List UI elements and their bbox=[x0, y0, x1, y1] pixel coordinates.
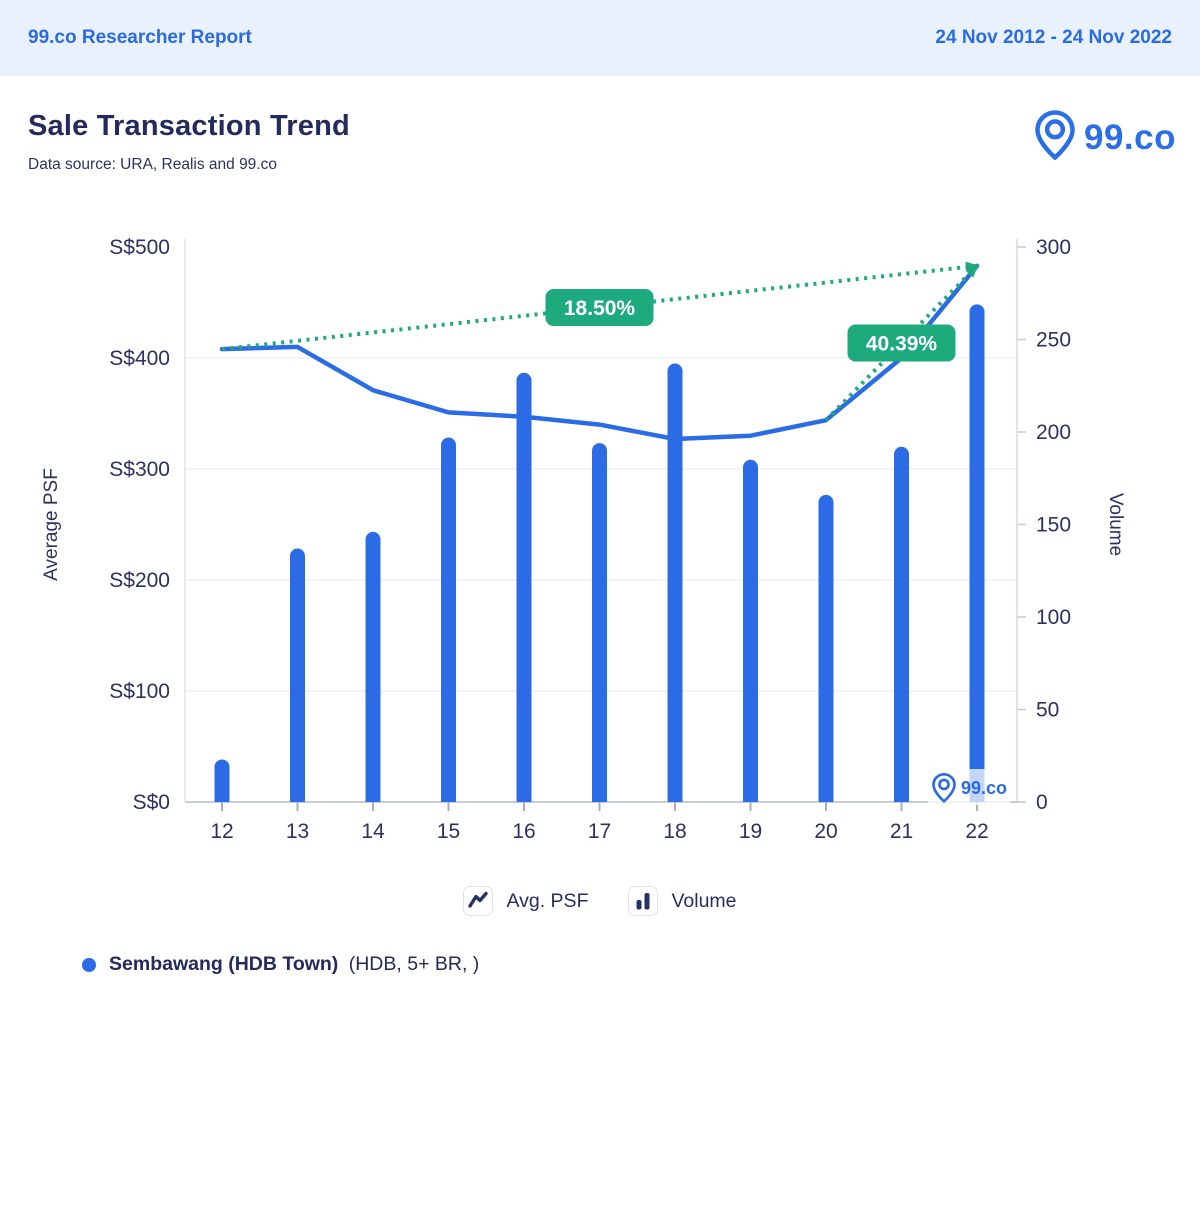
svg-text:16: 16 bbox=[512, 820, 535, 843]
svg-text:17: 17 bbox=[588, 820, 611, 843]
map-pin-icon bbox=[1035, 110, 1075, 165]
volume-bars bbox=[214, 304, 985, 802]
svg-text:S$300: S$300 bbox=[109, 458, 170, 481]
svg-text:250: 250 bbox=[1036, 329, 1071, 352]
chart-watermark: 99.co bbox=[926, 769, 1012, 805]
svg-text:300: 300 bbox=[1036, 236, 1071, 259]
svg-text:19: 19 bbox=[739, 820, 762, 843]
svg-text:40.39%: 40.39% bbox=[866, 333, 938, 356]
series-label: Sembawang (HDB Town) (HDB, 5+ BR, ) bbox=[109, 953, 479, 976]
svg-text:S$400: S$400 bbox=[109, 347, 170, 370]
legend-item-avg-psf[interactable]: Avg. PSF bbox=[463, 886, 588, 916]
chart-legend: Avg. PSF Volume bbox=[0, 886, 1200, 916]
svg-text:18: 18 bbox=[663, 820, 686, 843]
legend-item-volume[interactable]: Volume bbox=[628, 886, 737, 916]
svg-text:12: 12 bbox=[210, 820, 233, 843]
legend-label-volume: Volume bbox=[671, 889, 737, 912]
svg-text:S$200: S$200 bbox=[109, 569, 170, 592]
brand-logo-text: 99.co bbox=[1084, 117, 1176, 157]
series-name: Sembawang (HDB Town) bbox=[109, 953, 339, 975]
svg-text:Average PSF: Average PSF bbox=[41, 468, 62, 581]
svg-text:150: 150 bbox=[1036, 514, 1071, 537]
line-chart-icon bbox=[463, 886, 494, 916]
svg-text:S$500: S$500 bbox=[109, 236, 170, 259]
svg-text:15: 15 bbox=[437, 820, 460, 843]
svg-text:S$100: S$100 bbox=[109, 680, 170, 703]
series-legend-row: Sembawang (HDB Town) (HDB, 5+ BR, ) bbox=[82, 953, 479, 976]
svg-text:S$0: S$0 bbox=[133, 791, 170, 814]
svg-text:13: 13 bbox=[286, 820, 309, 843]
svg-text:100: 100 bbox=[1036, 606, 1071, 629]
page-title: Sale Transaction Trend bbox=[28, 110, 350, 142]
avg-psf-line bbox=[219, 263, 980, 442]
svg-text:50: 50 bbox=[1036, 699, 1059, 722]
chart-axes: S$0 S$100 S$200 S$300 S$400 S$500 0 50 100 150 200… bbox=[41, 236, 1126, 843]
series-dot-icon bbox=[82, 957, 96, 972]
svg-text:0: 0 bbox=[1036, 791, 1048, 814]
svg-text:21: 21 bbox=[890, 820, 913, 843]
report-header: 99.co Researcher Report 24 Nov 2012 - 24… bbox=[0, 0, 1200, 76]
svg-text:Volume: Volume bbox=[1105, 493, 1126, 556]
page-subtitle: Data source: URA, Realis and 99.co bbox=[28, 156, 277, 173]
header-date-range: 24 Nov 2012 - 24 Nov 2022 bbox=[935, 27, 1172, 48]
trend-annotations: 18.50% 40.39% bbox=[221, 261, 979, 422]
svg-text:18.50%: 18.50% bbox=[564, 297, 636, 320]
svg-text:200: 200 bbox=[1036, 421, 1071, 444]
svg-text:20: 20 bbox=[814, 820, 837, 843]
svg-text:99.co: 99.co bbox=[961, 778, 1007, 798]
svg-text:22: 22 bbox=[965, 820, 988, 843]
legend-label-avg-psf: Avg. PSF bbox=[506, 889, 589, 912]
series-filter-note: (HDB, 5+ BR, ) bbox=[348, 953, 480, 975]
brand-logo: 99.co bbox=[1035, 110, 1176, 165]
bar-chart-icon bbox=[628, 886, 659, 916]
svg-text:14: 14 bbox=[361, 820, 385, 843]
header-report-title: 99.co Researcher Report bbox=[28, 27, 252, 48]
